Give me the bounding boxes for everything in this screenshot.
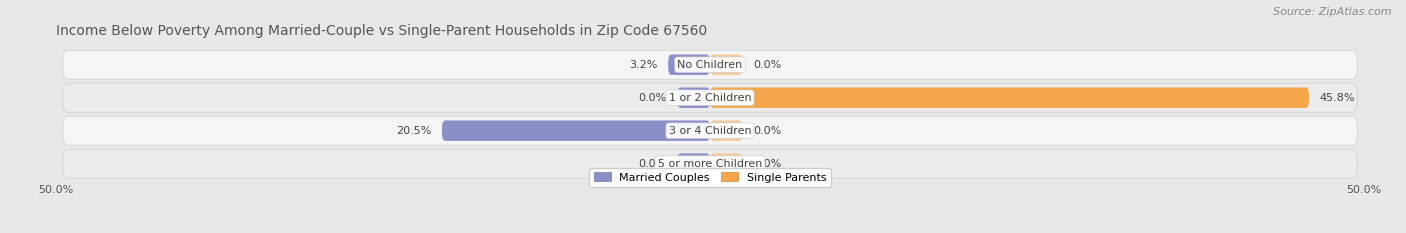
FancyBboxPatch shape (63, 116, 1357, 145)
FancyBboxPatch shape (710, 55, 742, 75)
FancyBboxPatch shape (668, 55, 710, 75)
FancyBboxPatch shape (678, 153, 710, 174)
FancyBboxPatch shape (441, 120, 710, 141)
Text: Source: ZipAtlas.com: Source: ZipAtlas.com (1274, 7, 1392, 17)
Text: 45.8%: 45.8% (1319, 93, 1355, 103)
Text: Income Below Poverty Among Married-Couple vs Single-Parent Households in Zip Cod: Income Below Poverty Among Married-Coupl… (56, 24, 707, 38)
Text: 0.0%: 0.0% (754, 60, 782, 70)
Text: No Children: No Children (678, 60, 742, 70)
Text: 3.2%: 3.2% (630, 60, 658, 70)
FancyBboxPatch shape (678, 87, 710, 108)
Legend: Married Couples, Single Parents: Married Couples, Single Parents (589, 168, 831, 187)
Text: 1 or 2 Children: 1 or 2 Children (669, 93, 751, 103)
FancyBboxPatch shape (63, 149, 1357, 178)
Text: 0.0%: 0.0% (638, 159, 666, 169)
Text: 0.0%: 0.0% (754, 126, 782, 136)
Text: 3 or 4 Children: 3 or 4 Children (669, 126, 751, 136)
FancyBboxPatch shape (710, 87, 1309, 108)
FancyBboxPatch shape (63, 50, 1357, 79)
FancyBboxPatch shape (63, 83, 1357, 112)
Text: 5 or more Children: 5 or more Children (658, 159, 762, 169)
FancyBboxPatch shape (710, 153, 742, 174)
Text: 0.0%: 0.0% (754, 159, 782, 169)
Text: 20.5%: 20.5% (396, 126, 432, 136)
Text: 0.0%: 0.0% (638, 93, 666, 103)
FancyBboxPatch shape (710, 120, 742, 141)
